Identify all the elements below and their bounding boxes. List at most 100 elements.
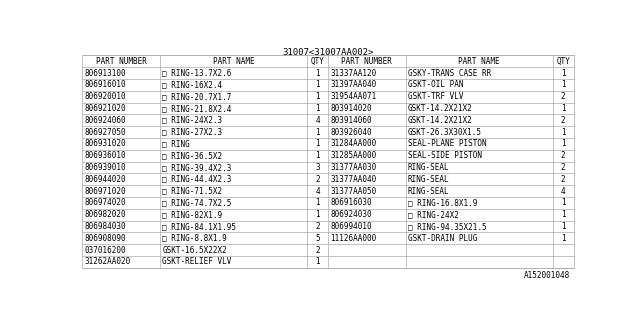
Text: 806936010: 806936010	[84, 151, 126, 160]
Text: RING-SEAL: RING-SEAL	[408, 187, 449, 196]
Text: 31284AA000: 31284AA000	[330, 140, 376, 148]
Text: GSKT-TRF VLV: GSKT-TRF VLV	[408, 92, 463, 101]
Text: 1: 1	[561, 128, 566, 137]
Text: □ RING-16.8X1.9: □ RING-16.8X1.9	[408, 198, 477, 207]
Text: 2: 2	[561, 175, 566, 184]
Text: PART NAME: PART NAME	[458, 57, 500, 66]
Text: 806984030: 806984030	[84, 222, 126, 231]
Text: GSKY-TRANS CASE RR: GSKY-TRANS CASE RR	[408, 68, 491, 77]
Text: 806927050: 806927050	[84, 128, 126, 137]
Text: □ RING-20.7X1.7: □ RING-20.7X1.7	[162, 92, 232, 101]
Text: 806982020: 806982020	[84, 210, 126, 219]
Text: SEAL-SIDE PISTON: SEAL-SIDE PISTON	[408, 151, 482, 160]
Text: A152001048: A152001048	[524, 271, 570, 280]
Text: 806916010: 806916010	[84, 80, 126, 89]
Text: GSKT-26.3X30X1.5: GSKT-26.3X30X1.5	[408, 128, 482, 137]
Text: PART NAME: PART NAME	[212, 57, 254, 66]
Text: 806974020: 806974020	[84, 198, 126, 207]
Text: 4: 4	[316, 187, 320, 196]
Text: □ RING-74.7X2.5: □ RING-74.7X2.5	[162, 198, 232, 207]
Text: 3: 3	[316, 163, 320, 172]
Text: 1: 1	[316, 140, 320, 148]
Text: □ RING-82X1.9: □ RING-82X1.9	[162, 210, 222, 219]
Text: □ RING-94.35X21.5: □ RING-94.35X21.5	[408, 222, 486, 231]
Text: 037016200: 037016200	[84, 246, 126, 255]
Text: 1: 1	[561, 68, 566, 77]
Text: 1: 1	[561, 140, 566, 148]
Text: 806920010: 806920010	[84, 92, 126, 101]
Text: RING-SEAL: RING-SEAL	[408, 175, 449, 184]
Text: □ RING-24X2.3: □ RING-24X2.3	[162, 116, 222, 125]
Text: 11126AA000: 11126AA000	[330, 234, 376, 243]
Text: □ RING-84.1X1.95: □ RING-84.1X1.95	[162, 222, 236, 231]
Text: 31007<31007AA002>: 31007<31007AA002>	[282, 48, 374, 57]
Text: 1: 1	[561, 80, 566, 89]
Text: □ RING-24X2: □ RING-24X2	[408, 210, 459, 219]
Text: 4: 4	[561, 187, 566, 196]
Text: □ RING: □ RING	[162, 140, 190, 148]
Text: 803926040: 803926040	[330, 128, 372, 137]
Text: 1: 1	[316, 68, 320, 77]
Text: 806924060: 806924060	[84, 116, 126, 125]
Text: 2: 2	[316, 175, 320, 184]
Text: □ RING-27X2.3: □ RING-27X2.3	[162, 128, 222, 137]
Text: 2: 2	[316, 222, 320, 231]
Text: QTY: QTY	[556, 57, 570, 66]
Text: 806939010: 806939010	[84, 163, 126, 172]
Text: □ RING-39.4X2.3: □ RING-39.4X2.3	[162, 163, 232, 172]
Text: 806931020: 806931020	[84, 140, 126, 148]
Text: 31954AA071: 31954AA071	[330, 92, 376, 101]
Text: 806921020: 806921020	[84, 104, 126, 113]
Text: □ RING-8.8X1.9: □ RING-8.8X1.9	[162, 234, 227, 243]
Text: GSKT-16.5X22X2: GSKT-16.5X22X2	[162, 246, 227, 255]
Text: □ RING-16X2.4: □ RING-16X2.4	[162, 80, 222, 89]
Text: 4: 4	[316, 116, 320, 125]
Text: 1: 1	[561, 210, 566, 219]
Text: 806908090: 806908090	[84, 234, 126, 243]
Text: □ RING-13.7X2.6: □ RING-13.7X2.6	[162, 68, 232, 77]
Text: 1: 1	[316, 104, 320, 113]
Text: 31377AA030: 31377AA030	[330, 163, 376, 172]
Text: □ RING-36.5X2: □ RING-36.5X2	[162, 151, 222, 160]
Text: QTY: QTY	[310, 57, 324, 66]
Text: 31377AA040: 31377AA040	[330, 175, 376, 184]
Text: GSKT-DRAIN PLUG: GSKT-DRAIN PLUG	[408, 234, 477, 243]
Text: 806924030: 806924030	[330, 210, 372, 219]
Text: 2: 2	[561, 92, 566, 101]
Text: 1: 1	[316, 128, 320, 137]
Text: SEAL-PLANE PISTON: SEAL-PLANE PISTON	[408, 140, 486, 148]
Text: 31377AA050: 31377AA050	[330, 187, 376, 196]
Text: 806916030: 806916030	[330, 198, 372, 207]
Text: 806994010: 806994010	[330, 222, 372, 231]
Text: □ RING-71.5X2: □ RING-71.5X2	[162, 187, 222, 196]
Text: 806944020: 806944020	[84, 175, 126, 184]
Text: GSKT-14.2X21X2: GSKT-14.2X21X2	[408, 104, 472, 113]
Text: GSKT-14.2X21X2: GSKT-14.2X21X2	[408, 116, 472, 125]
Text: 2: 2	[316, 246, 320, 255]
Bar	[83, 55, 573, 268]
Text: 31337AA120: 31337AA120	[330, 68, 376, 77]
Text: 1: 1	[561, 222, 566, 231]
Text: GSKT-RELIEF VLV: GSKT-RELIEF VLV	[162, 258, 232, 267]
Text: 31285AA000: 31285AA000	[330, 151, 376, 160]
Text: 1: 1	[561, 234, 566, 243]
Text: PART NUMBER: PART NUMBER	[95, 57, 147, 66]
Text: PART NUMBER: PART NUMBER	[341, 57, 392, 66]
Text: 2: 2	[561, 116, 566, 125]
Text: 1: 1	[316, 80, 320, 89]
Text: □ RING-44.4X2.3: □ RING-44.4X2.3	[162, 175, 232, 184]
Text: 31397AA040: 31397AA040	[330, 80, 376, 89]
Text: 803914060: 803914060	[330, 116, 372, 125]
Text: 5: 5	[316, 234, 320, 243]
Text: 1: 1	[316, 198, 320, 207]
Text: 1: 1	[316, 151, 320, 160]
Text: 806913100: 806913100	[84, 68, 126, 77]
Text: 2: 2	[561, 163, 566, 172]
Text: GSKT-OIL PAN: GSKT-OIL PAN	[408, 80, 463, 89]
Text: 806971020: 806971020	[84, 187, 126, 196]
Text: 1: 1	[316, 210, 320, 219]
Text: 1: 1	[316, 92, 320, 101]
Text: 2: 2	[561, 151, 566, 160]
Text: □ RING-21.8X2.4: □ RING-21.8X2.4	[162, 104, 232, 113]
Text: 31262AA020: 31262AA020	[84, 258, 131, 267]
